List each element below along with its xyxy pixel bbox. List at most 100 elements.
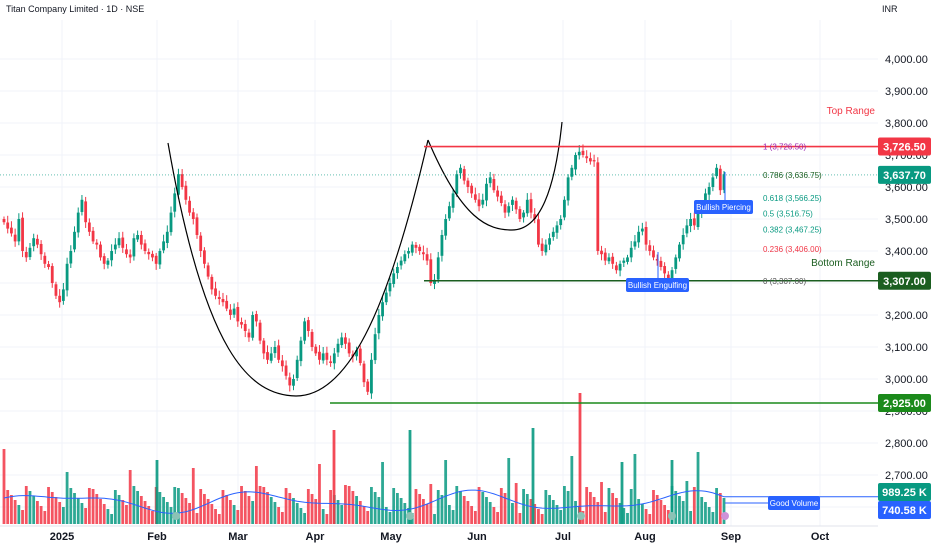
candle-body (447, 206, 451, 219)
event-marker[interactable] (668, 512, 676, 520)
volume-bar (518, 513, 522, 524)
candle-body (611, 256, 615, 264)
candle-body (429, 259, 433, 283)
x-axis: 2025 Feb Mar Apr May Jun Jul Aug Sep Oct (50, 531, 830, 543)
candle-body (381, 302, 384, 317)
volume-bar (488, 502, 492, 524)
volume-bar (429, 484, 433, 524)
candle-body (191, 212, 195, 219)
candle-body (258, 322, 262, 341)
volume-bar (548, 495, 551, 524)
volume-bar (2, 449, 6, 524)
volume-bar (158, 492, 162, 524)
candle-body (32, 238, 36, 247)
volume-bar (6, 490, 10, 524)
volume-bar (139, 496, 143, 524)
event-marker[interactable] (721, 512, 729, 520)
candle-body (132, 238, 136, 257)
volume-bar (433, 514, 436, 524)
candle-body (243, 323, 247, 331)
candle-body (410, 244, 414, 253)
candle-body (329, 361, 332, 363)
candle-body (440, 235, 444, 256)
volume-bar (529, 499, 533, 524)
volume-bar (113, 490, 117, 524)
candle-body (373, 334, 377, 361)
volume-bar (425, 504, 429, 524)
candle-body (99, 244, 102, 258)
candle-body (306, 320, 310, 331)
candle-body (203, 250, 206, 264)
candle-body (518, 209, 522, 219)
candle-body (69, 251, 73, 264)
candle-body (17, 219, 21, 242)
candle-body (689, 219, 692, 227)
volume-bar (299, 508, 303, 524)
x-tick-label: Sep (721, 531, 741, 543)
volume-bar (715, 488, 718, 524)
volume-bar (620, 462, 624, 524)
event-marker[interactable] (577, 512, 585, 520)
volume-bar (681, 501, 685, 524)
volume-bar (336, 500, 340, 524)
candle-body (436, 257, 440, 280)
volume-bar (191, 468, 195, 524)
volume-bar (117, 495, 121, 524)
volume-bar (622, 508, 626, 524)
volume-bar (206, 499, 210, 524)
candle-body (251, 315, 255, 338)
candle-body (514, 200, 518, 210)
price-tag-label: 3,307.00 (883, 276, 926, 288)
volume-bar (492, 507, 496, 524)
volume-bar (533, 504, 537, 524)
volume-bar (507, 458, 511, 524)
candle-body (522, 212, 525, 218)
volume-bar (466, 501, 470, 524)
candle-body (61, 289, 65, 301)
volume-bar (670, 460, 674, 524)
volume-bar (355, 496, 358, 524)
volume-bar (318, 464, 321, 524)
fib-level-label: 0.382 (3,467.25) (763, 225, 822, 234)
candle-body (607, 257, 611, 262)
candle-body (180, 174, 184, 187)
candle-body (236, 307, 240, 322)
volume-bar (188, 503, 191, 524)
candle-body (477, 199, 481, 207)
candle-body (451, 193, 455, 208)
price-tag (878, 165, 931, 184)
candle-body (704, 193, 707, 206)
price-tag (878, 137, 931, 156)
candle-body (321, 353, 325, 361)
volume-bar (399, 498, 403, 524)
currency-label: INR (882, 4, 898, 14)
event-marker[interactable] (172, 512, 180, 520)
volume-bar (421, 499, 425, 524)
volume-bar (470, 506, 474, 524)
candle-body (117, 238, 121, 246)
volume-bar (578, 393, 582, 524)
candle-body (292, 379, 295, 386)
candle-body (377, 315, 381, 334)
volume-bar (217, 514, 221, 524)
volume-bar (47, 487, 50, 524)
candle-body (332, 353, 336, 364)
event-marker[interactable] (406, 512, 414, 520)
bullish-engulfing-box (626, 278, 689, 292)
volume-bar (663, 505, 667, 524)
chart-title: Titan Company Limited · 1D · NSE (6, 4, 144, 14)
candle-body (525, 199, 529, 214)
candle-body (425, 254, 429, 261)
candle-body (136, 235, 140, 240)
volume-bar (121, 500, 125, 524)
candle-body (626, 257, 629, 262)
candle-body (143, 243, 147, 251)
volume-bar (61, 507, 65, 524)
candle-body (370, 359, 373, 394)
cup-curve-right (427, 121, 563, 231)
candle-body (284, 365, 288, 376)
volume-tag-label: 740.58 K (882, 505, 927, 517)
candle-body (718, 168, 722, 191)
